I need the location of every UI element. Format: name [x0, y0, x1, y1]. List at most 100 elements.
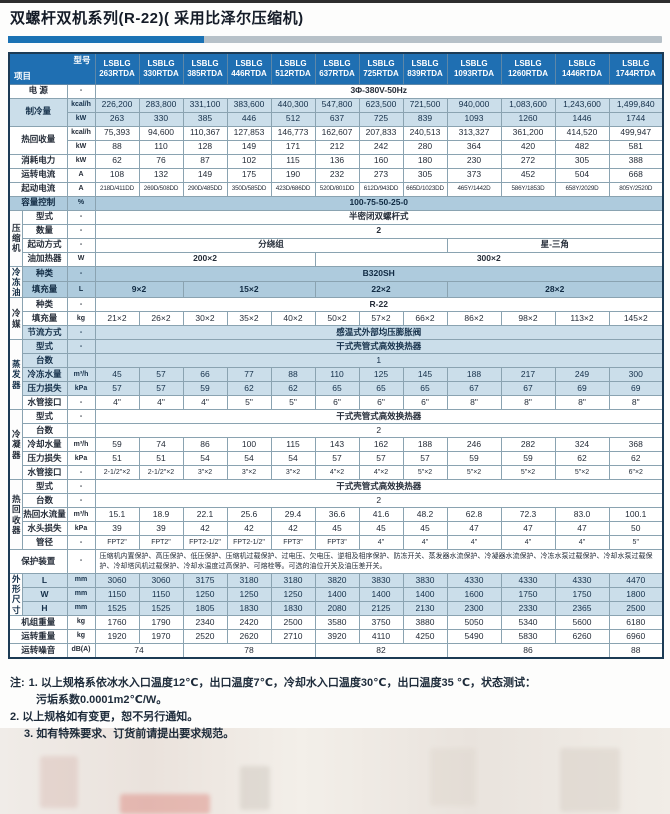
cell-evap-dp-9: 67: [446, 381, 502, 397]
cell-cond-flow-10: 282: [500, 437, 556, 453]
row-label-cond-qty: 台数: [21, 423, 68, 439]
cell-cond-pipe-2: 2-1/2"×2: [138, 465, 184, 481]
cell-hr-pipe-4: FPT2-1/2": [226, 535, 272, 551]
header-row: 型号 项目 LSBLG 263RTDA LSBLG 330RTDA LSBLG 385RTDA…: [8, 52, 664, 85]
cell-run-weight-5: 2710: [270, 628, 316, 644]
cell-heatrec-kw-12: 581: [608, 139, 664, 155]
cell-hr-dp-2: 39: [138, 521, 184, 537]
cell-evap-dp-11: 69: [554, 381, 610, 397]
row-unit-power: -: [66, 83, 96, 99]
cell-hr-dp-8: 45: [402, 521, 448, 537]
cell-hr-dp-11: 47: [554, 521, 610, 537]
cell-run-current-6: 232: [314, 167, 360, 183]
cell-cond-flow-4: 100: [226, 437, 272, 453]
cell-cooling-kcal-8: 721,500: [402, 97, 448, 113]
cell-hr-qty-1: 2: [94, 493, 664, 509]
cell-run-current-3: 149: [182, 167, 228, 183]
row-label-evap-qty: 台数: [21, 353, 68, 369]
cell-cond-dp-1: 51: [94, 451, 140, 467]
cell-dim-l-1: 3060: [94, 572, 140, 588]
cell-input-power-1: 62: [94, 153, 140, 169]
cell-evap-pipe-11: 8": [554, 395, 610, 411]
cell-cond-pipe-6: 4"×2: [314, 465, 360, 481]
model-header-1260RTDA: LSBLG 1260RTDA: [500, 52, 556, 85]
cell-dim-l-7: 3830: [358, 572, 404, 588]
cell-hr-pipe-7: 4": [358, 535, 404, 551]
row-power: 电 源 -3Φ-380V-50Hz: [8, 83, 664, 99]
cell-evap-flow-5: 88: [270, 367, 316, 383]
row-label-cond-pipe: 水管接口: [21, 465, 68, 481]
page-title: 双螺杆双机系列(R-22)( 采用比泽尔压缩机): [10, 10, 304, 27]
row-unit-evap-qty: [66, 353, 96, 369]
row-hr-flow: 热回水流量 m³/h 15.1 18.9 22.1 25.6 29.4 36.6 41.6 48.…: [9, 507, 664, 523]
footnote-line-4: 3. 如有特殊要求、订货前请提出要求规范。: [24, 728, 235, 741]
cell-cond-dp-2: 51: [138, 451, 184, 467]
cell-evap-flow-8: 145: [402, 367, 448, 383]
row-capacity-control: 容量控制% 100-75-50-25-0: [8, 195, 664, 211]
row-oil-type: 冷冻油 种类 - B320SH: [8, 265, 664, 299]
cell-heatrec-kcal-2: 94,600: [138, 125, 184, 141]
cell-comp-type-1: 半密闭双螺杆式: [94, 209, 664, 225]
row-ref-type: 冷媒 种类 - R-22: [8, 297, 664, 341]
row-unit-evap-flow: m³/h: [66, 367, 96, 383]
cell-cooling-kw-2: 330: [138, 111, 184, 127]
cell-oil-charge-4: 28×2: [446, 281, 664, 299]
cell-cond-pipe-9: 5"×2: [446, 465, 502, 481]
row-unit-heatrec-kcal: kcal/h: [66, 125, 96, 141]
cell-run-weight-11: 6260: [554, 628, 610, 644]
cell-cooling-kcal-3: 331,100: [182, 97, 228, 113]
cell-cooling-kcal-11: 1,243,600: [554, 97, 610, 113]
row-evap-qty: 台数 1: [9, 353, 664, 369]
row-unit-cooling-kw: kW: [66, 111, 96, 127]
model-header-330RTDA: LSBLG 330RTDA: [138, 52, 184, 85]
row-input-power: 消耗电力 kW 62 76 87 102 115 136 160 180 230 272 305 388: [8, 153, 664, 169]
cell-cooling-kw-12: 1744: [608, 111, 664, 127]
cell-hr-pipe-9: 4": [446, 535, 502, 551]
cell-dim-w-2: 1150: [138, 586, 184, 602]
cell-run-current-5: 190: [270, 167, 316, 183]
cell-dim-h-12: 2500: [608, 600, 664, 616]
cell-start-current-6: 520D/801DD: [314, 181, 360, 197]
cell-cond-dp-11: 62: [554, 451, 610, 467]
cell-run-current-12: 668: [608, 167, 664, 183]
row-evap-flow: 冷冻水量 m³/h 45 57 66 77 88 110 125 145 188 217 249 300: [9, 367, 664, 383]
model-header-446RTDA: LSBLG 446RTDA: [226, 52, 272, 85]
cell-evap-dp-3: 59: [182, 381, 228, 397]
cell-input-power-2: 76: [138, 153, 184, 169]
cell-hr-flow-10: 72.3: [500, 507, 556, 523]
cell-evap-flow-1: 45: [94, 367, 140, 383]
cell-hr-flow-11: 83.0: [554, 507, 610, 523]
cell-protection-1: 压缩机内置保护、高压保护、低压保护、压缩机过载保护、过电压、欠电压、逆相及相序保…: [94, 549, 664, 574]
cell-heatrec-kcal-9: 313,327: [446, 125, 502, 141]
cell-cooling-kw-8: 839: [402, 111, 448, 127]
row-label-input-power: 消耗电力: [8, 153, 68, 169]
cell-cooling-kcal-2: 283,800: [138, 97, 184, 113]
cell-oil-charge-1: 9×2: [94, 281, 184, 299]
spec-table: 型号 项目 LSBLG 263RTDA LSBLG 330RTDA LSBLG 385RTDA…: [8, 51, 664, 659]
cell-dim-l-4: 3180: [226, 572, 272, 588]
model-header-637RTDA: LSBLG 637RTDA: [314, 52, 360, 85]
row-noise: 运转噪音 dB(A) 74 78 82 86 88: [8, 642, 664, 659]
cell-dim-h-9: 2300: [446, 600, 502, 616]
cell-cond-flow-2: 74: [138, 437, 184, 453]
row-unit-oil-type: -: [66, 265, 96, 283]
cell-cond-pipe-4: 3"×2: [226, 465, 272, 481]
cell-cond-flow-11: 324: [554, 437, 610, 453]
model-header-839RTDA: LSBLG 839RTDA: [402, 52, 448, 85]
cell-cooling-kcal-12: 1,499,840: [608, 97, 664, 113]
cell-evap-dp-1: 57: [94, 381, 140, 397]
cell-dim-w-6: 1400: [314, 586, 360, 602]
cell-cond-pipe-11: 5"×2: [554, 465, 610, 481]
cell-start-current-11: 658Y/2029D: [554, 181, 610, 197]
cell-hr-dp-12: 50: [608, 521, 664, 537]
cell-hr-pipe-8: 4": [402, 535, 448, 551]
cell-evap-pipe-5: 5": [270, 395, 316, 411]
row-unit-comp-qty: -: [66, 223, 96, 239]
group-label-comp-type: 压缩机: [8, 209, 23, 267]
cell-start-current-12: 805Y/2520D: [608, 181, 664, 197]
row-label-hr-dp: 水头损失: [21, 521, 68, 537]
cell-capacity-control-1: 100-75-50-25-0: [94, 195, 664, 211]
cell-run-current-1: 108: [94, 167, 140, 183]
cell-evap-pipe-7: 6": [358, 395, 404, 411]
cell-run-weight-1: 1920: [94, 628, 140, 644]
